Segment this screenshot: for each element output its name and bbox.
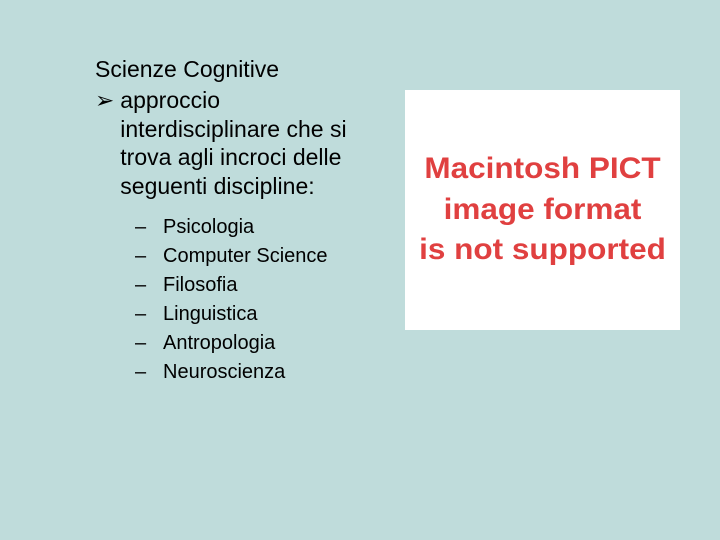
discipline-label: Neuroscienza xyxy=(163,358,285,387)
slide-title: Scienze Cognitive xyxy=(95,55,375,84)
arrow-bullet-icon: ➢ xyxy=(95,86,114,115)
pict-line3: is not supported xyxy=(419,233,666,266)
dash-icon: – xyxy=(135,358,163,387)
pict-line2: image format xyxy=(444,193,642,226)
dash-icon: – xyxy=(135,213,163,242)
image-placeholder: Macintosh PICT image format is not suppo… xyxy=(405,90,680,330)
discipline-label: Psicologia xyxy=(163,213,254,242)
discipline-list: – Psicologia – Computer Science – Filoso… xyxy=(135,213,375,387)
dash-icon: – xyxy=(135,300,163,329)
dash-icon: – xyxy=(135,271,163,300)
list-item: – Filosofia xyxy=(135,271,375,300)
text-column: Scienze Cognitive ➢ approccio interdisci… xyxy=(95,55,375,387)
dash-icon: – xyxy=(135,242,163,271)
intro-text: approccio interdisciplinare che si trova… xyxy=(120,86,375,201)
slide: Scienze Cognitive ➢ approccio interdisci… xyxy=(0,0,720,540)
discipline-label: Linguistica xyxy=(163,300,258,329)
list-item: – Linguistica xyxy=(135,300,375,329)
list-item: – Psicologia xyxy=(135,213,375,242)
list-item: – Computer Science xyxy=(135,242,375,271)
list-item: – Neuroscienza xyxy=(135,358,375,387)
discipline-label: Filosofia xyxy=(163,271,237,300)
pict-line1: Macintosh PICT xyxy=(424,152,660,185)
discipline-label: Computer Science xyxy=(163,242,328,271)
dash-icon: – xyxy=(135,329,163,358)
pict-error-text: Macintosh PICT image format is not suppo… xyxy=(419,149,666,271)
list-item: – Antropologia xyxy=(135,329,375,358)
intro-block: ➢ approccio interdisciplinare che si tro… xyxy=(95,86,375,201)
discipline-label: Antropologia xyxy=(163,329,275,358)
